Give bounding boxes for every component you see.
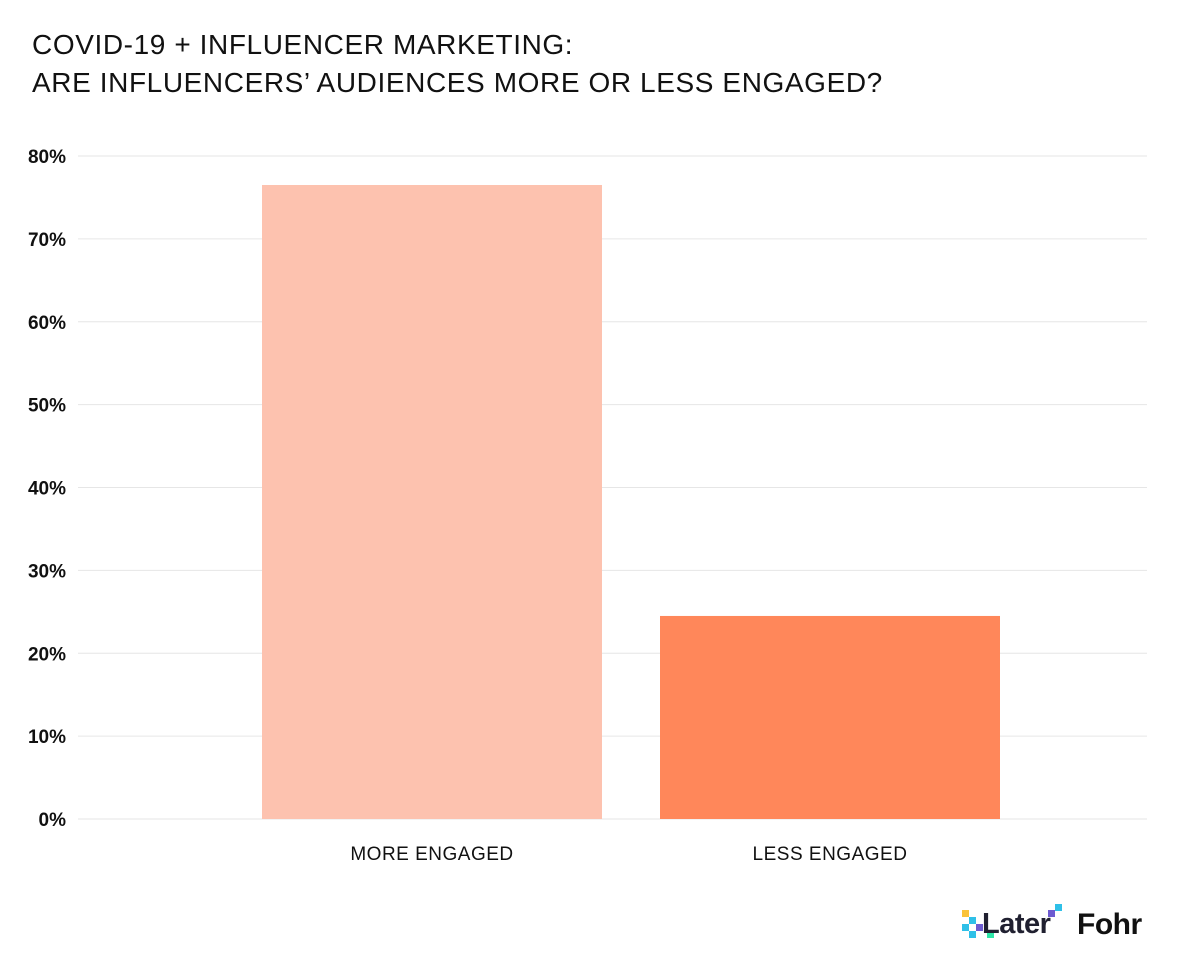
y-axis-ticks: 0% 10% 20% 30% 40% 50% 60% 70% 80% <box>28 147 66 831</box>
later-logo-pixel <box>1055 904 1062 911</box>
y-tick-label: 30% <box>28 561 66 582</box>
later-logo-pixel <box>962 924 969 931</box>
chart-title: COVID-19 + INFLUENCER MARKETING: ARE INF… <box>32 26 883 102</box>
y-tick-label: 0% <box>39 810 67 831</box>
later-logo-pixel <box>962 910 969 917</box>
bar-less-engaged <box>660 615 1000 819</box>
fohr-logo: Fohr <box>1077 908 1142 941</box>
x-tick-label: MORE ENGAGED <box>350 844 513 865</box>
later-logo-pixel <box>969 917 976 924</box>
later-logo-text: Later <box>982 908 1051 940</box>
x-tick-label: LESS ENGAGED <box>753 844 908 865</box>
y-tick-label: 20% <box>28 644 66 665</box>
y-tick-label: 50% <box>28 396 66 417</box>
y-tick-label: 80% <box>28 147 66 168</box>
bars <box>262 185 1000 820</box>
later-logo-pixel <box>976 924 983 931</box>
gridlines <box>78 155 1147 820</box>
chart-title-line-1: COVID-19 + INFLUENCER MARKETING: <box>32 29 574 60</box>
later-logo-pixel <box>1048 910 1055 917</box>
chart-title-line-2: ARE INFLUENCERS’ AUDIENCES MORE OR LESS … <box>32 67 883 98</box>
y-tick-label: 70% <box>28 230 66 251</box>
later-logo-pixel <box>969 931 976 938</box>
y-tick-label: 10% <box>28 727 66 748</box>
y-tick-label: 40% <box>28 479 66 500</box>
x-axis-ticks: MORE ENGAGED LESS ENGAGED <box>350 844 907 865</box>
y-tick-label: 60% <box>28 313 66 334</box>
bar-more-engaged <box>262 185 602 820</box>
later-logo-pixel <box>987 931 994 938</box>
brand-logos: Later Fohr <box>960 904 1160 950</box>
